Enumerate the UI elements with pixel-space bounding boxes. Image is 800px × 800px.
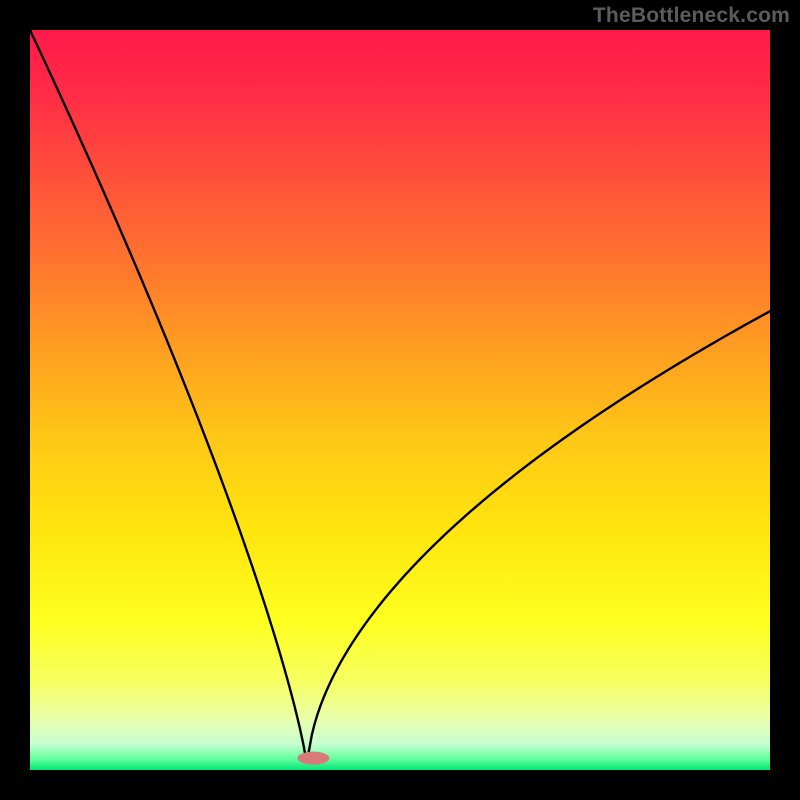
chart-container: TheBottleneck.com: [0, 0, 800, 800]
plot-background: [30, 30, 770, 770]
chart-svg: [0, 0, 800, 800]
watermark-text: TheBottleneck.com: [593, 4, 790, 28]
optimal-marker: [297, 752, 329, 765]
